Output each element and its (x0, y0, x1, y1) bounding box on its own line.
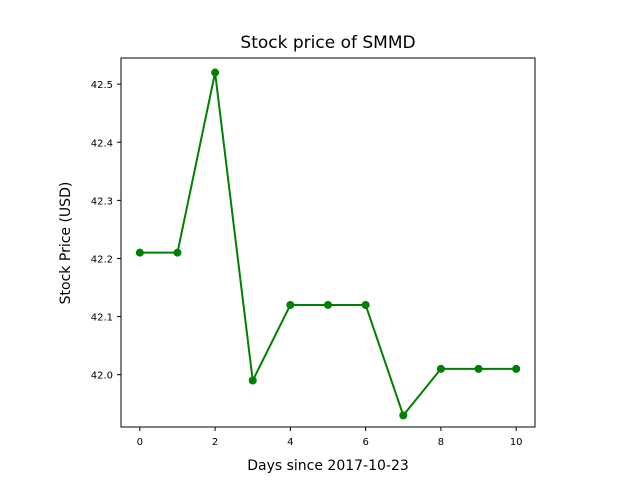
y-tick-label: 42.4 (91, 138, 113, 149)
data-point (474, 364, 483, 373)
chart-title: Stock price of SMMD (240, 33, 415, 53)
y-tick-label: 42.3 (91, 196, 113, 207)
x-tick-label: 8 (438, 437, 444, 448)
y-tick-label: 42.5 (91, 80, 113, 91)
data-point (361, 300, 370, 309)
data-point (324, 300, 332, 309)
y-tick-label: 42.2 (91, 254, 113, 265)
x-tick-label: 0 (137, 437, 143, 448)
y-axis-label: Stock Price (USD) (58, 182, 74, 305)
x-tick-label: 4 (287, 437, 293, 448)
data-point (512, 364, 521, 373)
y-tick-label: 42.1 (91, 313, 113, 324)
y-axis: 42.0 42.1 42.2 42.3 42.4 42.5 (91, 80, 121, 382)
x-axis-label: Days since 2017-10-23 (247, 458, 409, 474)
data-point (286, 300, 295, 309)
x-tick-label: 2 (212, 437, 218, 448)
x-tick-label: 6 (362, 437, 368, 448)
series-layer (135, 68, 521, 420)
data-point (248, 376, 257, 385)
x-tick-label: 10 (510, 437, 523, 448)
plot-area (120, 57, 536, 428)
data-point (399, 411, 408, 420)
x-axis: 0 2 4 6 8 10 (137, 427, 523, 448)
data-point (173, 248, 182, 257)
data-point (436, 364, 445, 373)
y-tick-label: 42.0 (91, 371, 113, 382)
data-point (211, 68, 220, 77)
data-point (135, 248, 144, 257)
